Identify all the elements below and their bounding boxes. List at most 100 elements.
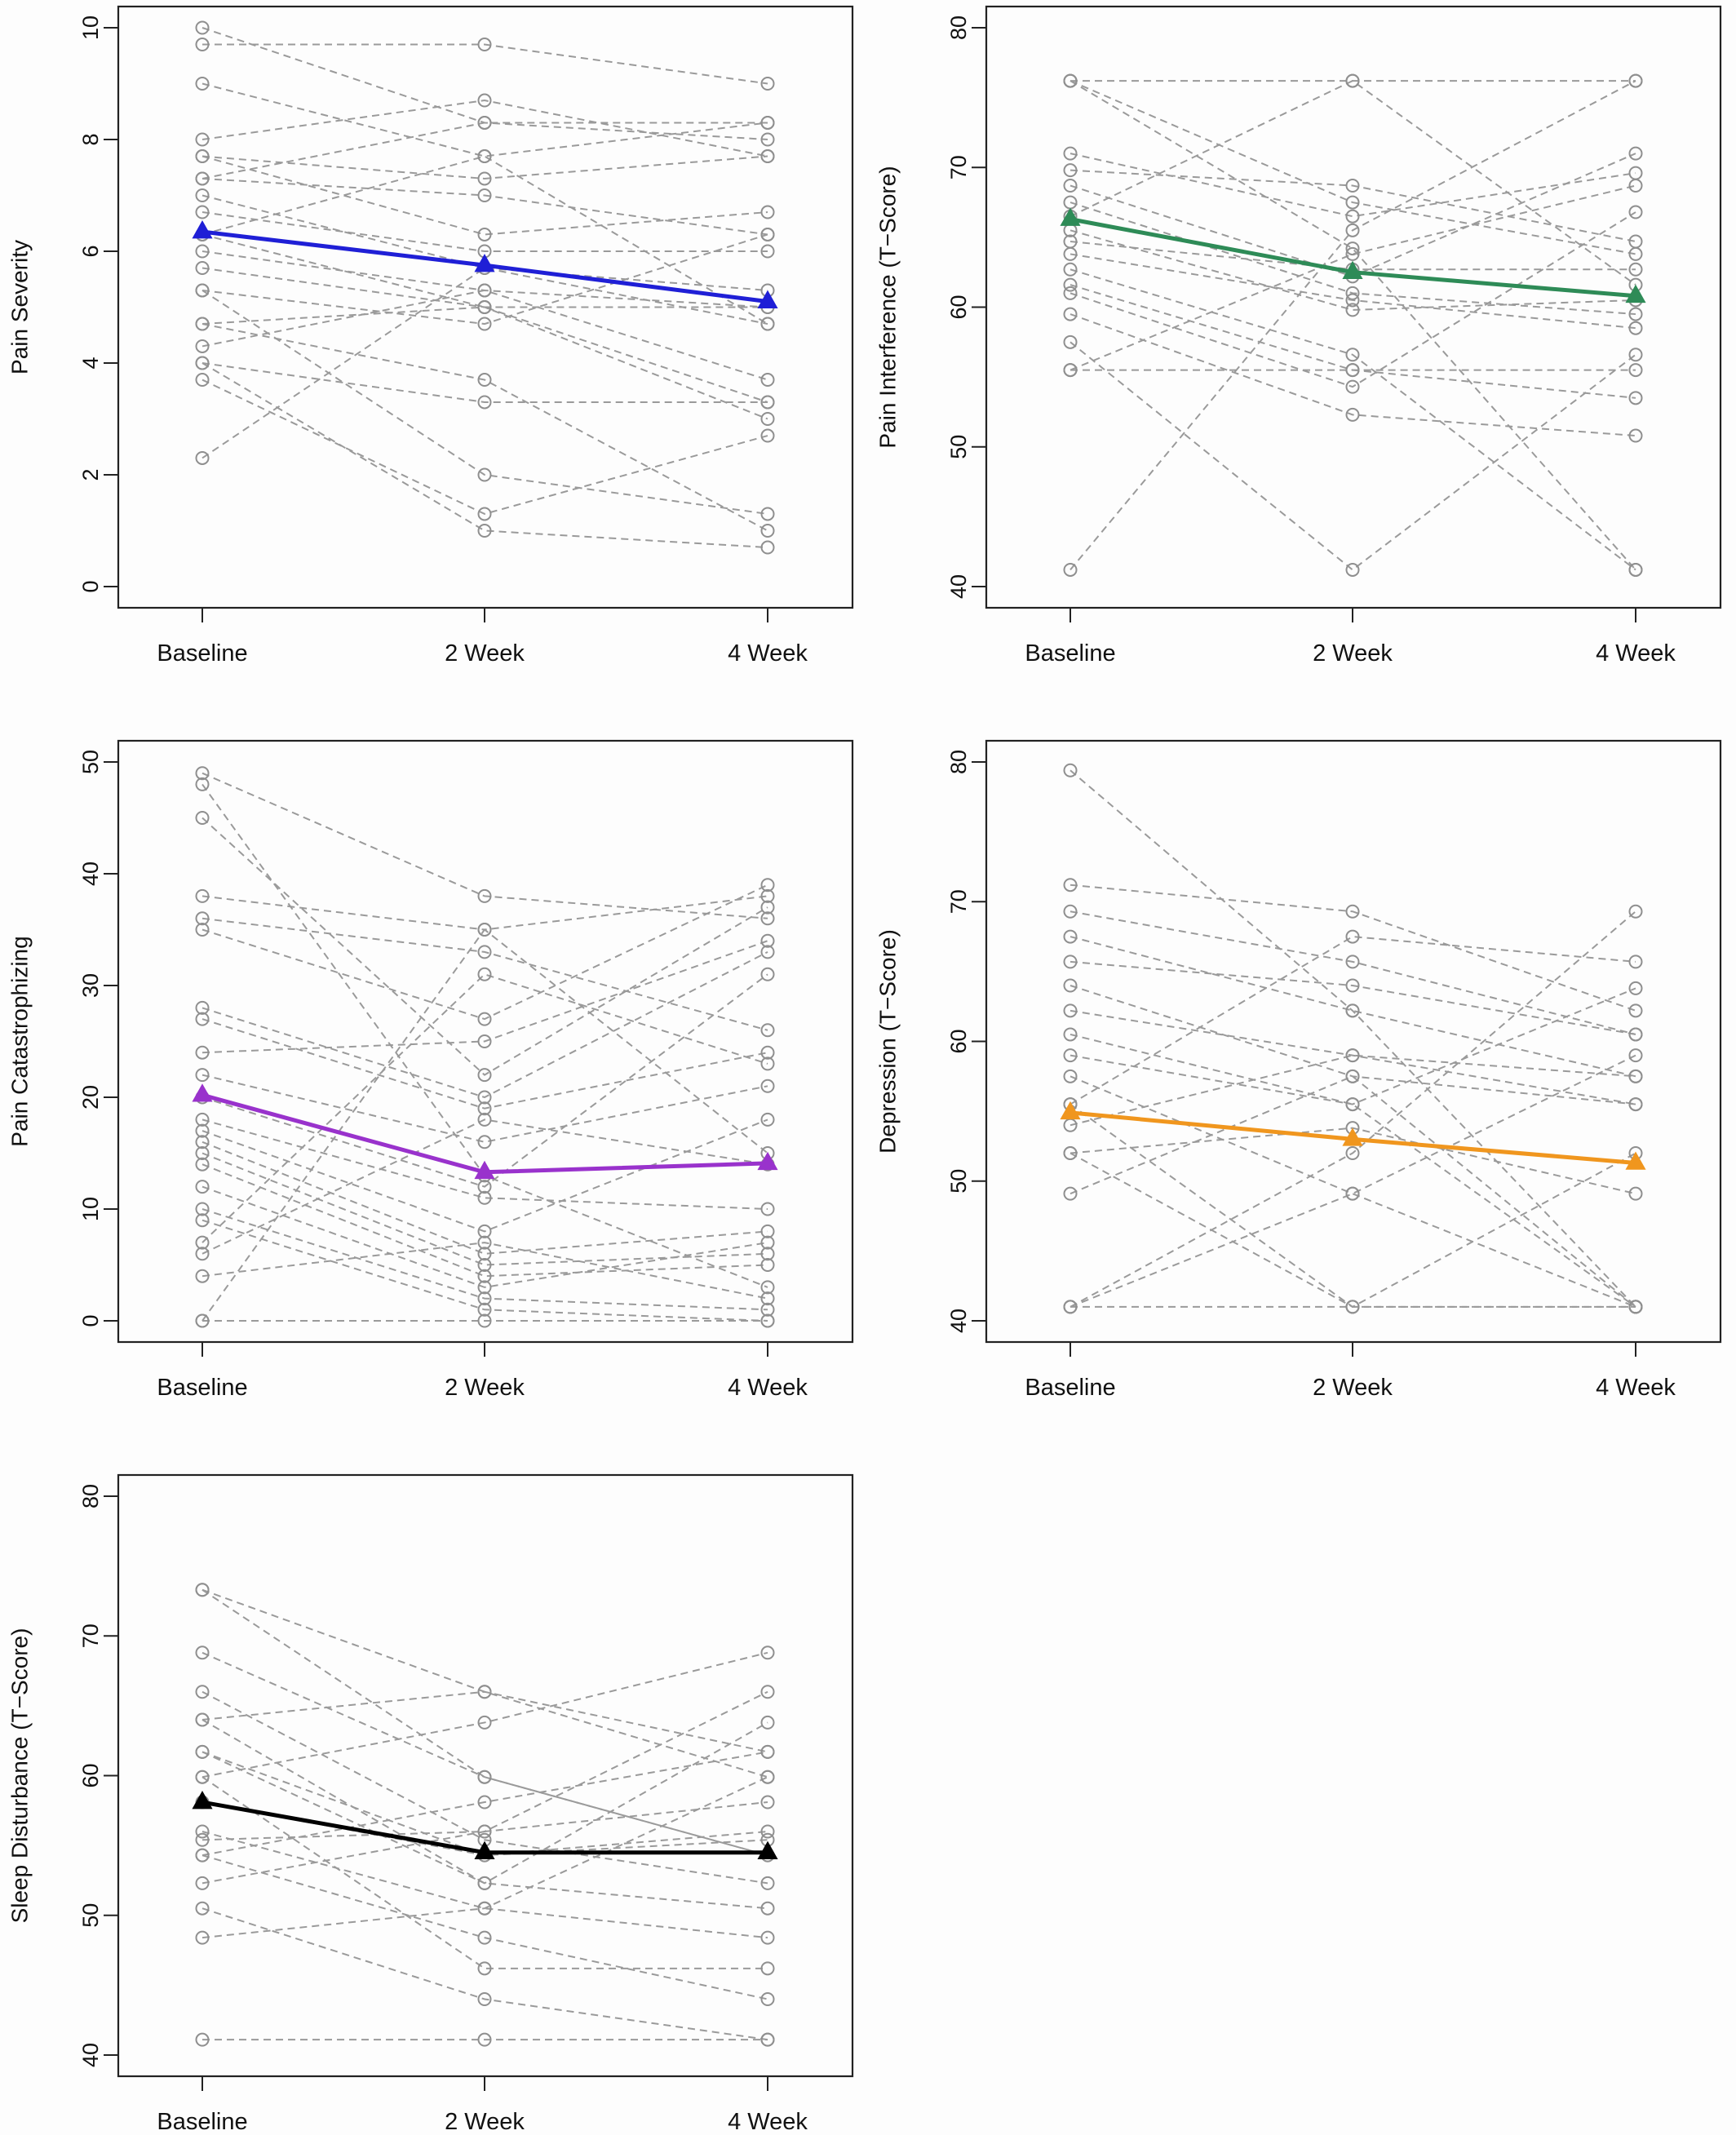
x-category-label: Baseline <box>1025 1375 1115 1401</box>
subject-point <box>195 888 210 903</box>
subject-point <box>760 1876 775 1890</box>
subject-point <box>477 467 492 482</box>
subject-point <box>760 395 775 410</box>
y-tick-label: 0 <box>78 580 103 592</box>
subject-point <box>760 1235 775 1250</box>
subject-point <box>477 1101 492 1116</box>
subject-line <box>1070 936 1636 1105</box>
subject-point <box>760 1646 775 1660</box>
subject-point <box>1063 146 1078 161</box>
subject-point <box>195 1930 210 1945</box>
subject-point <box>195 1832 210 1847</box>
subject-point <box>1628 1069 1643 1083</box>
subject-line <box>202 1074 768 1143</box>
subject-point <box>195 1712 210 1727</box>
subject-point <box>1345 1048 1360 1063</box>
x-category-label: Baseline <box>157 1375 247 1401</box>
subject-point <box>1628 179 1643 193</box>
subject-line <box>202 1018 768 1110</box>
panel-pain-catastrophizing: 0 10 20 30 40 50 Pain Catastrophizing Baseline 2… <box>0 734 868 1428</box>
subject-point <box>477 1269 492 1283</box>
subject-point <box>1345 246 1360 261</box>
subject-point <box>1628 1003 1643 1018</box>
y-tick-label: 10 <box>78 1197 103 1221</box>
subject-point <box>1063 179 1078 193</box>
subject-point <box>760 149 775 164</box>
subject-point <box>760 115 775 130</box>
subject-line <box>202 267 768 459</box>
subject-point <box>477 1247 492 1261</box>
subject-point <box>760 317 775 331</box>
subject-point <box>1063 246 1078 261</box>
subject-line <box>202 1907 768 2041</box>
subject-point <box>760 1202 775 1216</box>
subject-point <box>760 227 775 241</box>
subject-point <box>195 1112 210 1127</box>
subject-line <box>1070 79 1636 286</box>
subject-point <box>1628 234 1643 249</box>
subject-point <box>477 1770 492 1784</box>
subject-point <box>760 945 775 959</box>
subject-point <box>477 507 492 521</box>
subject-point <box>1345 1186 1360 1201</box>
mean-point <box>757 1151 778 1171</box>
subject-point <box>1063 262 1078 277</box>
subject-point <box>1345 241 1360 256</box>
subject-line <box>1070 268 1636 571</box>
subject-point <box>760 524 775 538</box>
subject-point <box>1063 955 1078 969</box>
subject-point <box>760 1770 775 1784</box>
subject-point <box>1628 1186 1643 1201</box>
subject-point <box>760 373 775 388</box>
subject-point <box>1628 348 1643 362</box>
y-tick-label: 80 <box>946 750 971 774</box>
y-tick-label: 60 <box>946 295 971 319</box>
subject-line <box>1070 769 1636 1308</box>
subject-line <box>202 306 768 326</box>
subject-point <box>195 77 210 91</box>
subject-point <box>1345 179 1360 193</box>
subject-line <box>202 973 768 1188</box>
subject-line <box>202 1690 768 1753</box>
subject-point <box>760 967 775 981</box>
subject-line <box>202 1185 768 1288</box>
subject-point <box>477 38 492 52</box>
y-tick-label: 40 <box>946 1309 971 1333</box>
subject-point <box>195 1876 210 1890</box>
chart-sleep-disturbance: 40 50 60 70 80 Sleep Disturbance (T−Score) Bas… <box>7 1473 854 2135</box>
subject-point <box>477 524 492 538</box>
subject-point <box>477 1135 492 1149</box>
x-category-label: 4 Week <box>728 1375 808 1401</box>
subject-point <box>195 1180 210 1194</box>
mean-point <box>474 1840 495 1859</box>
subject-line <box>1070 1054 1636 1308</box>
subject-series <box>1063 73 1643 577</box>
subject-line <box>202 362 768 403</box>
subject-point <box>760 1247 775 1261</box>
subject-point <box>1063 307 1078 321</box>
subject-line <box>1070 80 1636 255</box>
subject-point <box>195 911 210 926</box>
subject-point <box>1063 929 1078 944</box>
subject-point <box>1063 286 1078 300</box>
subject-point <box>477 1258 492 1272</box>
subject-line <box>202 379 768 516</box>
subject-point <box>760 1930 775 1945</box>
subject-point <box>1345 348 1360 362</box>
x-category-label: Baseline <box>157 2109 247 2135</box>
x-category-label: 4 Week <box>1596 1375 1676 1401</box>
subject-point <box>1628 205 1643 219</box>
subject-point <box>1063 1186 1078 1201</box>
subject-point <box>1628 321 1643 335</box>
subject-line <box>202 917 768 1031</box>
subject-point <box>195 1045 210 1060</box>
y-axis-title: Sleep Disturbance (T−Score) <box>7 1628 32 1924</box>
subject-line <box>1070 1054 1636 1127</box>
y-tick-label: 50 <box>946 435 971 459</box>
y-axis-title: Pain Severity <box>7 240 32 374</box>
subject-series <box>195 766 775 1328</box>
subject-point <box>195 1000 210 1015</box>
subject-line <box>1070 369 1636 399</box>
subject-point <box>477 149 492 164</box>
subject-point <box>760 540 775 555</box>
